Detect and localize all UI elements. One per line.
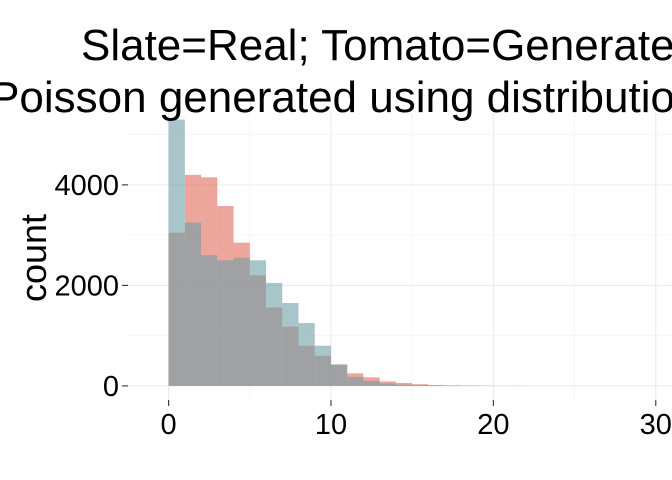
histogram-bar-series-1	[412, 384, 429, 386]
histogram-bar-series-2	[184, 222, 202, 386]
histogram-bar-series-2	[282, 302, 299, 386]
histogram-bar-series-1	[395, 382, 413, 386]
histogram-bar-series-2	[363, 380, 380, 386]
histogram-bar-series-2	[168, 119, 185, 386]
histogram-bar-series-2	[379, 383, 396, 386]
x-tick-label: 20	[477, 409, 509, 441]
histogram-bar-series-2	[347, 376, 364, 386]
histogram-bar-series-2	[298, 323, 315, 386]
histogram-bar-series-2	[330, 364, 348, 386]
histogram-bar-series-2	[412, 385, 429, 386]
chart-title: Slate=Real; Tomato=Generated Poisson gen…	[0, 21, 672, 122]
histogram-bars	[168, 119, 526, 386]
y-tick-label: 0	[103, 371, 119, 403]
y-axis-title: count	[13, 214, 54, 302]
y-tick-label: 4000	[54, 170, 119, 202]
y-tick-label: 2000	[54, 270, 119, 302]
histogram-bar-series-1	[428, 384, 445, 386]
histogram-bar-series-2	[395, 384, 413, 386]
histogram-bar-series-2	[249, 260, 267, 386]
title-line-1: Slate=Real; Tomato=Generated	[81, 21, 672, 70]
x-tick-label: 0	[161, 409, 177, 441]
histogram-bar-series-2	[201, 255, 218, 386]
histogram-bar-series-2	[314, 345, 331, 386]
histogram-bar-series-2	[217, 260, 234, 386]
x-tick-label: 30	[640, 409, 672, 441]
title-line-2: Poisson generated using distribution of …	[0, 73, 672, 122]
histogram-bar-series-2	[233, 257, 250, 386]
axes: 0 2000 4000 0 10 20 30	[54, 170, 671, 441]
histogram-bar-series-1	[444, 385, 461, 386]
x-tick-label: 10	[315, 409, 347, 441]
histogram-bar-series-2	[266, 282, 283, 386]
